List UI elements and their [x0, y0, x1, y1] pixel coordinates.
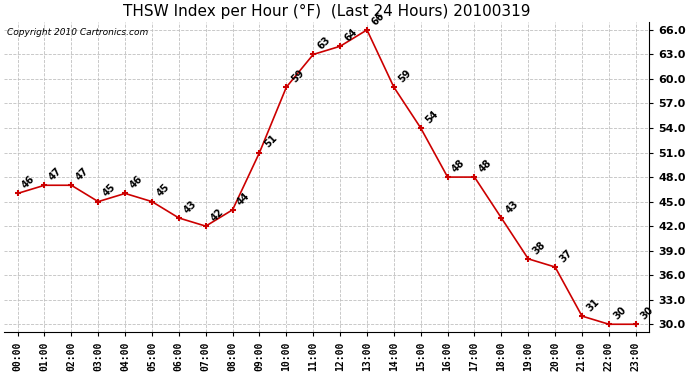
- Text: 37: 37: [558, 248, 575, 264]
- Text: 46: 46: [128, 174, 144, 190]
- Text: 59: 59: [397, 68, 413, 84]
- Text: 64: 64: [343, 27, 359, 44]
- Text: 48: 48: [477, 158, 494, 174]
- Text: 30: 30: [611, 305, 629, 321]
- Text: 30: 30: [638, 305, 655, 321]
- Text: 66: 66: [370, 10, 386, 27]
- Text: 38: 38: [531, 239, 548, 256]
- Text: 54: 54: [424, 109, 440, 125]
- Text: 31: 31: [584, 297, 602, 313]
- Text: 45: 45: [101, 182, 117, 199]
- Text: 63: 63: [316, 35, 333, 52]
- Text: 46: 46: [21, 174, 37, 190]
- Text: 51: 51: [262, 133, 279, 150]
- Text: 47: 47: [47, 166, 64, 183]
- Text: 59: 59: [289, 68, 306, 84]
- Text: 42: 42: [208, 207, 225, 224]
- Text: 43: 43: [181, 199, 198, 215]
- Text: 44: 44: [235, 190, 252, 207]
- Text: 43: 43: [504, 199, 521, 215]
- Text: Copyright 2010 Cartronics.com: Copyright 2010 Cartronics.com: [8, 28, 148, 37]
- Text: 47: 47: [74, 166, 91, 183]
- Text: 48: 48: [451, 158, 467, 174]
- Title: THSW Index per Hour (°F)  (Last 24 Hours) 20100319: THSW Index per Hour (°F) (Last 24 Hours)…: [123, 4, 531, 19]
- Text: 45: 45: [155, 182, 171, 199]
